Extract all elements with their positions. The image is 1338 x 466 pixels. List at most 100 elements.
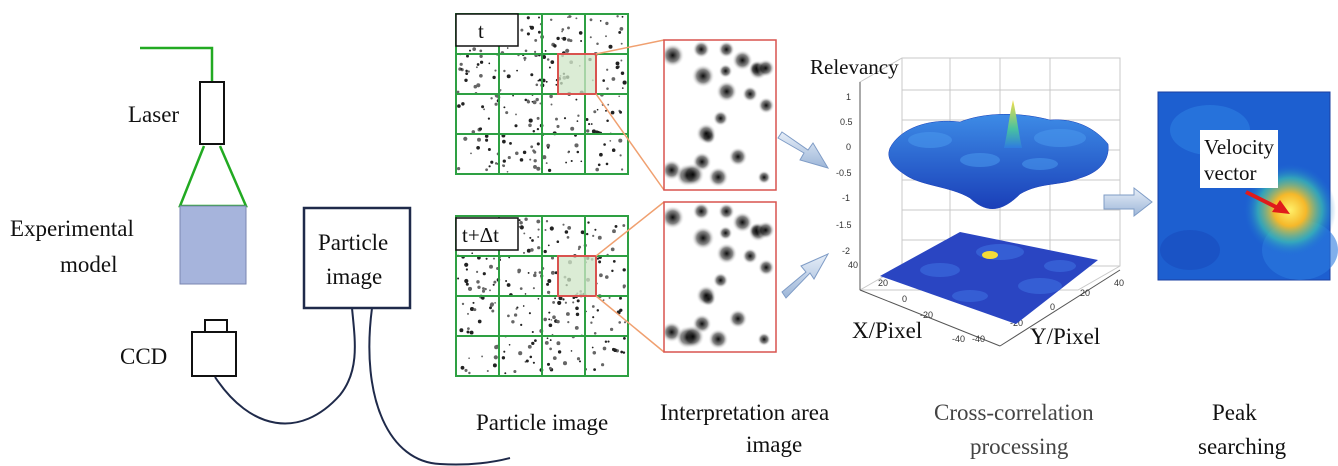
zoomed-particle	[732, 49, 753, 71]
velocity-vector-arrow	[1245, 190, 1279, 210]
y-tick-40: 40	[1114, 278, 1124, 288]
caption-cross-line1: Cross-correlation	[934, 400, 1094, 425]
z-tick--0.5: -0.5	[836, 168, 852, 178]
contour-texture	[920, 244, 1076, 302]
x-tick-0: 0	[902, 294, 907, 304]
zoomed-particle	[756, 221, 775, 240]
ccd-label: CCD	[120, 344, 167, 369]
zoomed-particle	[681, 162, 705, 187]
x-axis	[859, 289, 1001, 347]
zoomed-particle	[691, 64, 715, 88]
ccd-camera	[191, 331, 237, 377]
output-cable	[368, 307, 511, 466]
laser-label: Laser	[128, 102, 179, 127]
laser-box	[199, 81, 225, 145]
zoomed-particle	[696, 123, 717, 144]
zoomed-particle	[664, 43, 685, 67]
time-label-box-t	[455, 13, 519, 47]
correlation-peak	[1004, 100, 1022, 148]
zoomed-particle	[681, 324, 705, 349]
x-tick--20: -20	[920, 310, 933, 320]
caption-peak-line1: Peak	[1212, 400, 1257, 425]
velocity-label-box	[1200, 130, 1278, 188]
zoomed-particle	[716, 80, 738, 103]
z-tick--1.5: -1.5	[836, 220, 852, 230]
y-axis-label: Y/Pixel	[1030, 324, 1100, 349]
zoomed-particle	[716, 242, 738, 265]
caption-interpretation-line2: image	[746, 432, 802, 457]
zoom-connectors	[595, 39, 665, 353]
interrogation-window-t-dt	[557, 255, 597, 297]
caption-cross-line2: processing	[970, 434, 1069, 459]
zoomed-particle	[692, 40, 710, 58]
laser-fiber	[140, 46, 214, 82]
model-label-line1: Experimental	[10, 216, 134, 241]
zoomed-particle	[664, 205, 685, 229]
z-axis-label: Relevancy	[810, 55, 899, 79]
zoomed-window-t	[664, 40, 776, 190]
caption-particle-image: Particle image	[476, 410, 608, 435]
z-tick-0: 0	[846, 142, 851, 152]
zoomed-particle	[728, 309, 748, 329]
velocity-label-line2: vector	[1204, 161, 1256, 185]
caption-peak-line2: searching	[1198, 434, 1287, 459]
time-label-t-dt: t+Δt	[462, 223, 499, 247]
zoomed-particle	[742, 248, 758, 264]
zoomed-particle	[732, 211, 753, 233]
zoomed-particle	[692, 202, 710, 220]
model-label-line2: model	[60, 252, 118, 277]
zoomed-window-t-border	[663, 39, 777, 191]
x-tick-20: 20	[878, 278, 888, 288]
peak-search-panel: Velocity vector	[1157, 91, 1338, 281]
zoomed-particle	[718, 203, 735, 220]
zoomed-window-t-dt	[664, 202, 776, 352]
particle-box-line1: Particle	[318, 230, 388, 255]
time-label-box-t-dt	[455, 217, 519, 251]
zoomed-particle	[696, 285, 717, 306]
z-tick-1: 1	[846, 92, 851, 102]
grid-labels: t t+Δt	[455, 13, 519, 251]
caption-interpretation-line1: Interpretation area	[660, 400, 829, 425]
z-tick--1: -1	[842, 193, 850, 203]
y-tick--40: -40	[972, 334, 985, 344]
zoomed-particle	[708, 328, 729, 350]
arrow-to-peak-search	[1103, 186, 1153, 218]
zoomed-particle	[757, 332, 771, 346]
zoomed-particle	[718, 64, 733, 78]
contour-projection	[880, 232, 1098, 324]
interrogation-window-t	[557, 53, 597, 95]
zoomed-particle	[712, 110, 729, 127]
zoomed-particle	[708, 166, 729, 188]
y-tick-20: 20	[1080, 288, 1090, 298]
arrow-to-correlation-top	[777, 131, 830, 169]
contour-peak	[982, 251, 998, 259]
z-tick-0.5: 0.5	[840, 117, 853, 127]
particle-image-box	[302, 206, 412, 310]
zoomed-particle	[757, 259, 775, 276]
experimental-setup: Laser Experimental model CCD Particle im…	[10, 46, 511, 466]
velocity-arrowhead	[1272, 200, 1290, 214]
experimental-model	[179, 205, 247, 285]
camera-cable	[214, 307, 356, 425]
velocity-label-line1: Velocity	[1204, 135, 1274, 159]
x-axis-label: X/Pixel	[852, 318, 922, 343]
zoomed-particle	[691, 226, 715, 250]
surface-ripples	[908, 129, 1086, 170]
particle-box-line2: image	[326, 264, 382, 289]
y-axis	[999, 269, 1121, 347]
laser-sheet	[178, 145, 248, 208]
zoomed-particle	[718, 226, 733, 240]
time-label-t: t	[478, 19, 484, 43]
arrow-to-correlation-bottom	[781, 252, 830, 299]
zoomed-particle	[718, 41, 735, 58]
x-tick--40: -40	[952, 334, 965, 344]
correlation-plot: 1 0.5 0 -0.5 -1 -1.5 -2 40 20 0 -20 -40 …	[810, 55, 1124, 349]
zoomed-particle	[757, 170, 771, 184]
captions: Particle image Interpretation area image…	[476, 400, 1287, 459]
zoomed-particle	[742, 86, 758, 102]
ccd-lens	[204, 319, 228, 333]
zoomed-particle	[712, 272, 729, 288]
zoomed-particle	[756, 59, 775, 78]
zoomed-window-t-dt-border	[663, 201, 777, 353]
